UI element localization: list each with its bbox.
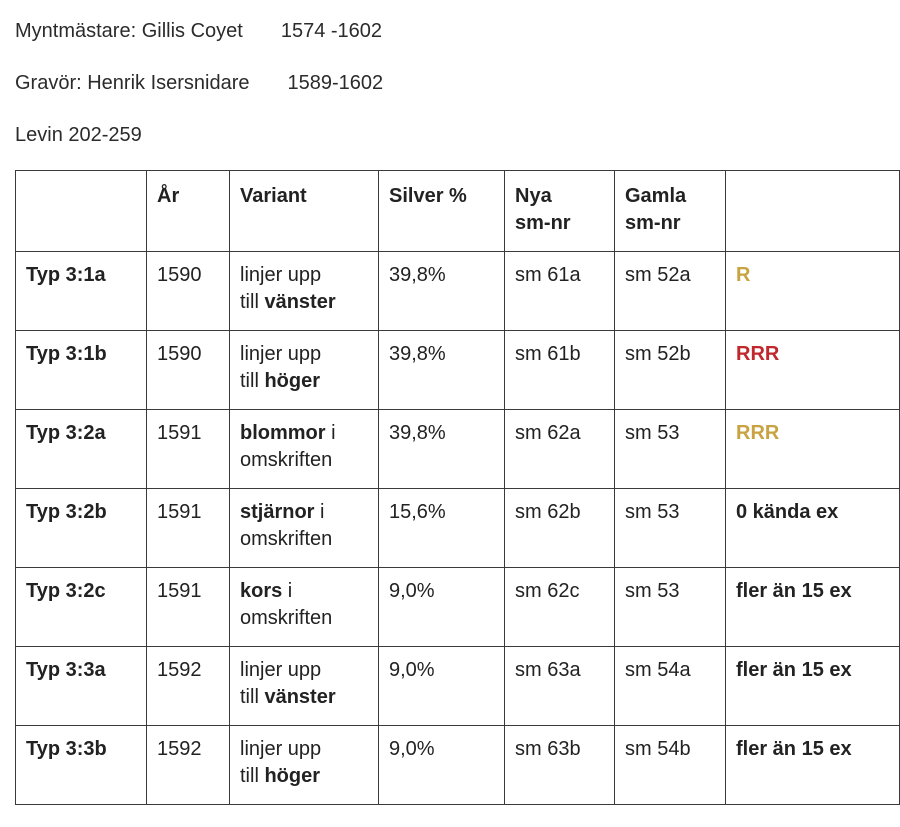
header-new-nr: Nya sm-nr <box>504 170 615 252</box>
cell-rarity: fler än 15 ex <box>725 567 900 647</box>
cell-year: 1592 <box>146 646 230 726</box>
cell-old-nr: sm 54b <box>614 725 726 805</box>
cell-rarity: fler än 15 ex <box>725 646 900 726</box>
header-old-nr: Gamla sm-nr <box>614 170 726 252</box>
cell-rarity: RRR <box>725 409 900 489</box>
table-row: Typ 3:2b 1591 stjärnor i omskriften 15,6%… <box>15 488 900 568</box>
cell-variant: linjer upp till vänster <box>229 646 379 726</box>
cell-silver: 39,8% <box>378 251 505 331</box>
cell-silver: 39,8% <box>378 409 505 489</box>
cell-rarity: 0 kända ex <box>725 488 900 568</box>
cell-variant: linjer upp till höger <box>229 725 379 805</box>
cell-rarity: R <box>725 251 900 331</box>
cell-type: Typ 3:2a <box>15 409 147 489</box>
table-row: Typ 3:2c 1591 kors i omskriften 9,0% sm 6… <box>15 567 900 647</box>
table-row: Typ 3:3b 1592 linjer upp till höger 9,0% … <box>15 725 900 805</box>
engraver-label: Gravör: Henrik Isersnidare <box>15 72 250 94</box>
reference-line: Levin 202-259 <box>15 124 142 146</box>
cell-type: Typ 3:2c <box>15 567 147 647</box>
cell-new-nr: sm 63a <box>504 646 615 726</box>
cell-old-nr: sm 53 <box>614 567 726 647</box>
table-row: Typ 3:1a 1590 linjer upp till vänster 39,… <box>15 251 900 331</box>
header-variant: Variant <box>229 170 379 252</box>
cell-year: 1591 <box>146 409 230 489</box>
cell-year: 1591 <box>146 488 230 568</box>
cell-year: 1592 <box>146 725 230 805</box>
engraver-line: Gravör: Henrik Isersnidare 1589-1602 <box>15 72 383 95</box>
cell-variant: stjärnor i omskriften <box>229 488 379 568</box>
engraver-years: 1589-1602 <box>287 72 384 94</box>
cell-silver: 9,0% <box>378 646 505 726</box>
cell-old-nr: sm 54a <box>614 646 726 726</box>
mintmaster-label: Myntmästare: Gillis Coyet <box>15 20 243 42</box>
cell-new-nr: sm 61a <box>504 251 615 331</box>
cell-silver: 9,0% <box>378 567 505 647</box>
cell-year: 1590 <box>146 330 230 410</box>
cell-new-nr: sm 62c <box>504 567 615 647</box>
cell-rarity: fler än 15 ex <box>725 725 900 805</box>
cell-old-nr: sm 53 <box>614 488 726 568</box>
header-rarity <box>725 170 900 252</box>
cell-variant: kors i omskriften <box>229 567 379 647</box>
cell-year: 1591 <box>146 567 230 647</box>
cell-old-nr: sm 53 <box>614 409 726 489</box>
cell-new-nr: sm 63b <box>504 725 615 805</box>
cell-variant: blommor i omskriften <box>229 409 379 489</box>
cell-type: Typ 3:2b <box>15 488 147 568</box>
cell-variant: linjer upp till höger <box>229 330 379 410</box>
cell-old-nr: sm 52b <box>614 330 726 410</box>
mintmaster-line: Myntmästare: Gillis Coyet 1574 -1602 <box>15 20 382 43</box>
cell-silver: 9,0% <box>378 725 505 805</box>
cell-new-nr: sm 62b <box>504 488 615 568</box>
cell-type: Typ 3:1b <box>15 330 147 410</box>
cell-type: Typ 3:1a <box>15 251 147 331</box>
coin-variant-table: År Variant Silver % Nya sm-nr Gamla sm-nr … <box>15 170 900 805</box>
cell-new-nr: sm 62a <box>504 409 615 489</box>
table-row: Typ 3:1b 1590 linjer upp till höger 39,8%… <box>15 330 900 410</box>
header-year: År <box>146 170 230 252</box>
cell-silver: 39,8% <box>378 330 505 410</box>
header-silver: Silver % <box>378 170 505 252</box>
cell-type: Typ 3:3a <box>15 646 147 726</box>
cell-old-nr: sm 52a <box>614 251 726 331</box>
cell-new-nr: sm 61b <box>504 330 615 410</box>
cell-rarity: RRR <box>725 330 900 410</box>
table-row: Typ 3:2a 1591 blommor i omskriften 39,8% … <box>15 409 900 489</box>
mintmaster-years: 1574 -1602 <box>280 20 383 42</box>
cell-type: Typ 3:3b <box>15 725 147 805</box>
cell-variant: linjer upp till vänster <box>229 251 379 331</box>
table-row: Typ 3:3a 1592 linjer upp till vänster 9,0… <box>15 646 900 726</box>
cell-silver: 15,6% <box>378 488 505 568</box>
table-header-row: År Variant Silver % Nya sm-nr Gamla sm-nr <box>15 170 900 252</box>
cell-year: 1590 <box>146 251 230 331</box>
header-type <box>15 170 147 252</box>
